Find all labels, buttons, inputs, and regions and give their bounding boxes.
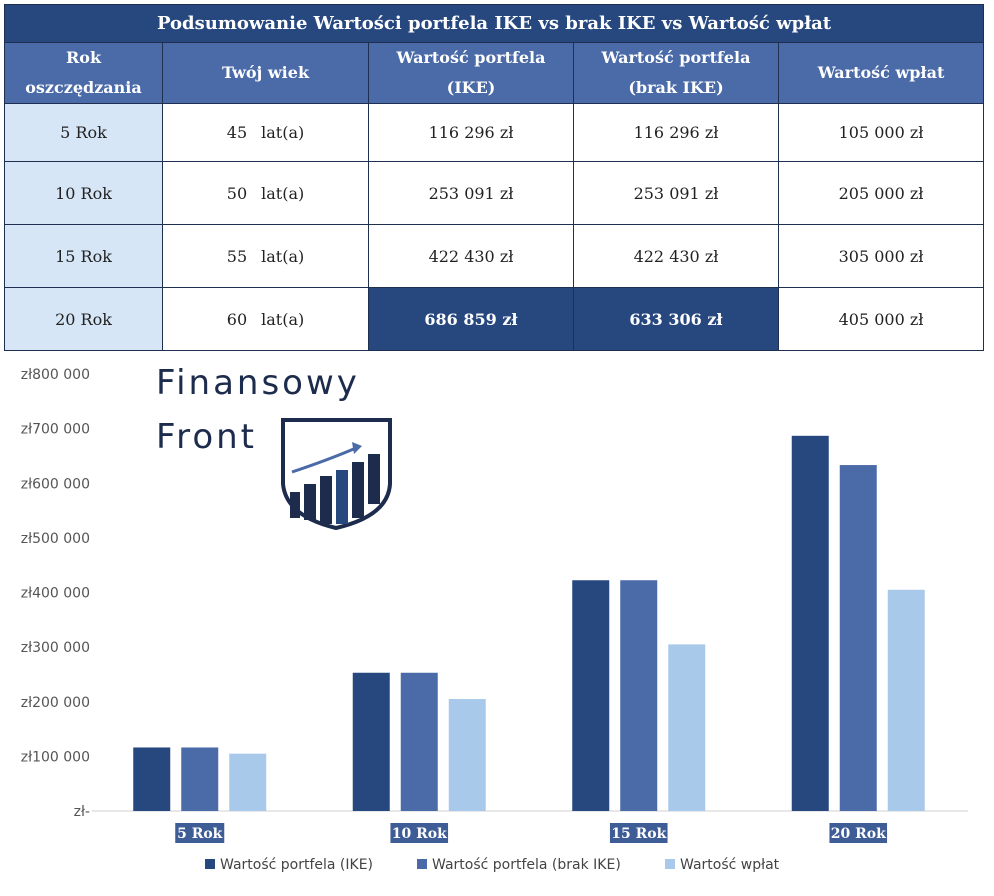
cell-brak-ike: 116 296 zł <box>573 103 779 162</box>
bar <box>620 580 658 811</box>
cell-wiek: 45 lat(a) <box>162 103 369 162</box>
shield-icon <box>281 418 392 531</box>
legend-swatch <box>417 859 427 869</box>
x-tick-label: 20 Rok <box>831 826 886 842</box>
cell-wiek: 60 lat(a) <box>162 287 369 351</box>
cell-wplaty: 305 000 zł <box>777 224 985 288</box>
logo-text-line2: Front <box>156 417 257 457</box>
cell-wiek: 50 lat(a) <box>162 161 369 225</box>
header-ike: Wartość portfela (IKE) <box>368 42 574 104</box>
cell-wiek: 55 lat(a) <box>162 224 369 288</box>
cell-wplaty: 405 000 zł <box>777 287 985 351</box>
summary-table: Podsumowanie Wartości portfela IKE vs br… <box>3 4 985 351</box>
cell-wplaty: 105 000 zł <box>777 103 985 162</box>
y-tick-label: zł400 000 <box>21 586 90 602</box>
cell-ike: 686 859 zł <box>368 287 574 351</box>
y-tick-label: zł700 000 <box>21 422 90 438</box>
x-tick-label-background <box>609 823 668 843</box>
finansowy-front-logo: Finansowy Front <box>156 363 392 531</box>
bar <box>839 465 877 811</box>
table-title: Podsumowanie Wartości portfela IKE vs br… <box>3 4 985 43</box>
cell-brak-ike: 253 091 zł <box>573 161 779 225</box>
table-row: 10 Rok 50 lat(a) 253 091 zł 253 091 zł 20… <box>4 161 985 225</box>
x-tick-label: 10 Rok <box>392 826 447 842</box>
bar <box>668 644 706 811</box>
legend-swatch <box>665 859 675 869</box>
cell-rok: 15 Rok <box>4 224 163 288</box>
x-tick-label: 15 Rok <box>611 826 666 842</box>
table-row: 5 Rok 45 lat(a) 116 296 zł 116 296 zł 105… <box>4 103 985 162</box>
header-rok: Rok oszczędzania <box>4 42 163 104</box>
cell-wplaty: 205 000 zł <box>777 161 985 225</box>
cell-brak-ike: 633 306 zł <box>573 287 779 351</box>
header-brak-ike: Wartość portfela (brak IKE) <box>573 42 779 104</box>
y-tick-label: zł600 000 <box>21 476 90 492</box>
bar <box>887 589 925 811</box>
cell-ike: 116 296 zł <box>368 103 574 162</box>
bar <box>448 699 486 811</box>
x-tick-label-background <box>829 823 888 843</box>
table-row: 15 Rok 55 lat(a) 422 430 zł 422 430 zł 30… <box>4 224 985 288</box>
bar <box>133 747 171 811</box>
bar-chart: Finansowy Front zł-zł100 000 zł200 000 zł3… <box>21 363 968 873</box>
legend-label: Wartość portfela (IKE) <box>220 857 373 873</box>
legend-swatch <box>205 859 215 869</box>
bar <box>791 435 829 811</box>
y-tick-label: zł300 000 <box>21 640 90 656</box>
y-tick-label: zł- <box>74 804 90 820</box>
cell-rok: 5 Rok <box>4 103 163 162</box>
header-wplaty: Wartość wpłat <box>777 42 985 104</box>
cell-rok: 10 Rok <box>4 161 163 225</box>
legend-label: Wartość wpłat <box>680 857 780 873</box>
bar <box>572 580 610 811</box>
bar <box>229 753 267 811</box>
cell-ike: 422 430 zł <box>368 224 574 288</box>
bar <box>352 672 390 811</box>
y-tick-label: zł200 000 <box>21 695 90 711</box>
x-tick-label-background <box>175 823 225 843</box>
y-tick-label: zł500 000 <box>21 531 90 547</box>
cell-rok: 20 Rok <box>4 287 163 351</box>
bar <box>181 747 219 811</box>
x-tick-label-background <box>390 823 449 843</box>
legend-label: Wartość portfela (brak IKE) <box>432 857 621 873</box>
logo-text-line1: Finansowy <box>156 363 360 403</box>
bar <box>400 672 438 811</box>
header-wiek: Twój wiek <box>162 42 369 104</box>
cell-brak-ike: 422 430 zł <box>573 224 779 288</box>
y-tick-label: zł100 000 <box>21 749 90 765</box>
x-tick-label: 5 Rok <box>177 826 223 842</box>
table-row: 20 Rok 60 lat(a) 686 859 zł 633 306 zł 40… <box>4 287 985 351</box>
cell-ike: 253 091 zł <box>368 161 574 225</box>
plot-area: zł-zł100 000 zł200 000 zł300 000 zł400 000 z… <box>21 367 968 873</box>
y-tick-label: zł800 000 <box>21 367 90 383</box>
